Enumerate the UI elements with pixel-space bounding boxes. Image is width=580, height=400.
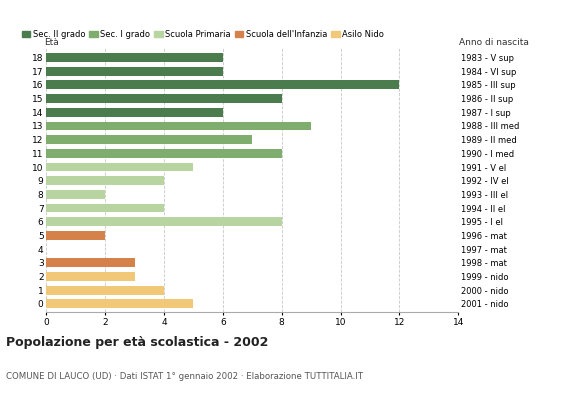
Bar [46,108,223,117]
Bar [46,258,135,267]
Bar [46,217,282,226]
Bar [46,299,194,308]
Legend: Sec. II grado, Sec. I grado, Scuola Primaria, Scuola dell'Infanzia, Asilo Nido: Sec. II grado, Sec. I grado, Scuola Prim… [22,30,384,38]
Bar [46,272,135,281]
Bar [46,149,282,158]
Bar [46,286,164,294]
Bar [46,162,194,172]
Bar [46,231,105,240]
Bar [46,190,105,199]
Bar [46,80,400,89]
Bar [46,122,311,130]
Text: COMUNE DI LAUCO (UD) · Dati ISTAT 1° gennaio 2002 · Elaborazione TUTTITALIA.IT: COMUNE DI LAUCO (UD) · Dati ISTAT 1° gen… [6,372,363,381]
Bar [46,67,223,76]
Text: Popolazione per età scolastica - 2002: Popolazione per età scolastica - 2002 [6,336,268,349]
Text: Età: Età [44,38,59,47]
Bar [46,204,164,212]
Text: Anno di nascita: Anno di nascita [459,38,528,47]
Bar [46,176,164,185]
Bar [46,135,252,144]
Bar [46,53,223,62]
Bar [46,94,282,103]
